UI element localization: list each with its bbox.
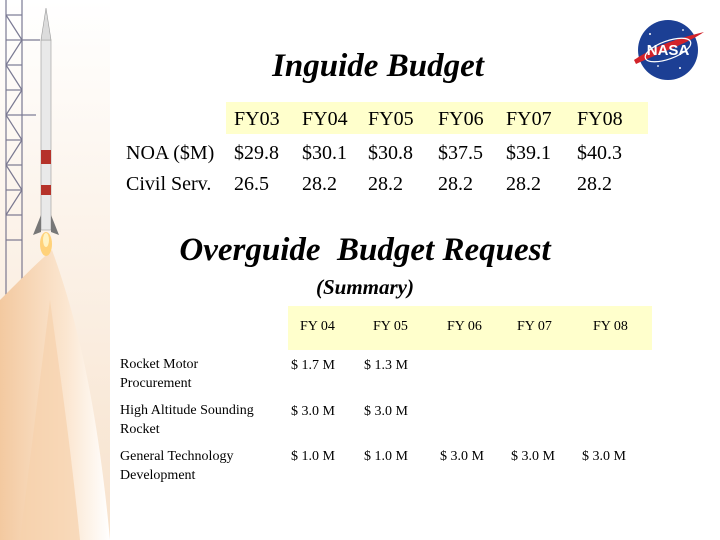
nasa-logo: NASA: [634, 20, 704, 80]
overguide-cell: $ 3.0 M: [291, 404, 335, 419]
inguide-row-label: NOA ($M): [126, 142, 215, 164]
inguide-cell: $40.3: [577, 142, 622, 164]
overguide-cell: $ 3.0 M: [511, 449, 555, 464]
overguide-year-header: FY 04: [300, 319, 335, 334]
inguide-cell: 28.2: [438, 173, 473, 195]
inguide-row-label: Civil Serv.: [126, 173, 212, 195]
inguide-year-header: FY03: [234, 108, 280, 130]
inguide-cell: $29.8: [234, 142, 279, 164]
overguide-row-label: High Altitude Sounding Rocket: [120, 403, 254, 437]
inguide-year-header: FY08: [577, 108, 623, 130]
overguide-subtitle: (Summary): [315, 275, 414, 299]
inguide-year-header: FY04: [302, 108, 348, 130]
inguide-cell: 28.2: [506, 173, 541, 195]
inguide-cell: 28.2: [302, 173, 337, 195]
overguide-cell: $ 3.0 M: [440, 449, 484, 464]
overguide-cell: $ 3.0 M: [364, 404, 408, 419]
inguide-year-header: FY06: [438, 108, 484, 130]
overguide-year-header: FY 07: [517, 319, 552, 334]
overguide-title: Overguide Budget Request: [179, 232, 551, 268]
overguide-row-label: General Technology Development: [120, 449, 234, 483]
nasa-logo-text: NASA: [647, 42, 690, 59]
inguide-cell: 28.2: [368, 173, 403, 195]
inguide-title: Inguide Budget: [272, 48, 484, 84]
inguide-cell: 26.5: [234, 173, 269, 195]
inguide-year-header: FY05: [368, 108, 414, 130]
overguide-year-header: FY 06: [447, 319, 482, 334]
overguide-cell: $ 1.7 M: [291, 358, 335, 373]
overguide-row-label: Rocket Motor Procurement: [120, 357, 199, 391]
inguide-year-header: FY07: [506, 108, 552, 130]
inguide-cell: $37.5: [438, 142, 483, 164]
overguide-cell: $ 3.0 M: [582, 449, 626, 464]
inguide-cell: $30.1: [302, 142, 347, 164]
overguide-header-highlight: [288, 306, 652, 350]
overguide-cell: $ 1.0 M: [291, 449, 335, 464]
overguide-year-header: FY 05: [373, 319, 408, 334]
overguide-cell: $ 1.0 M: [364, 449, 408, 464]
inguide-header-highlight: [226, 102, 648, 134]
inguide-cell: $30.8: [368, 142, 413, 164]
inguide-cell: 28.2: [577, 173, 612, 195]
inguide-cell: $39.1: [506, 142, 551, 164]
rocket-launch-image: [0, 0, 110, 540]
overguide-cell: $ 1.3 M: [364, 358, 408, 373]
overguide-year-header: FY 08: [593, 319, 628, 334]
